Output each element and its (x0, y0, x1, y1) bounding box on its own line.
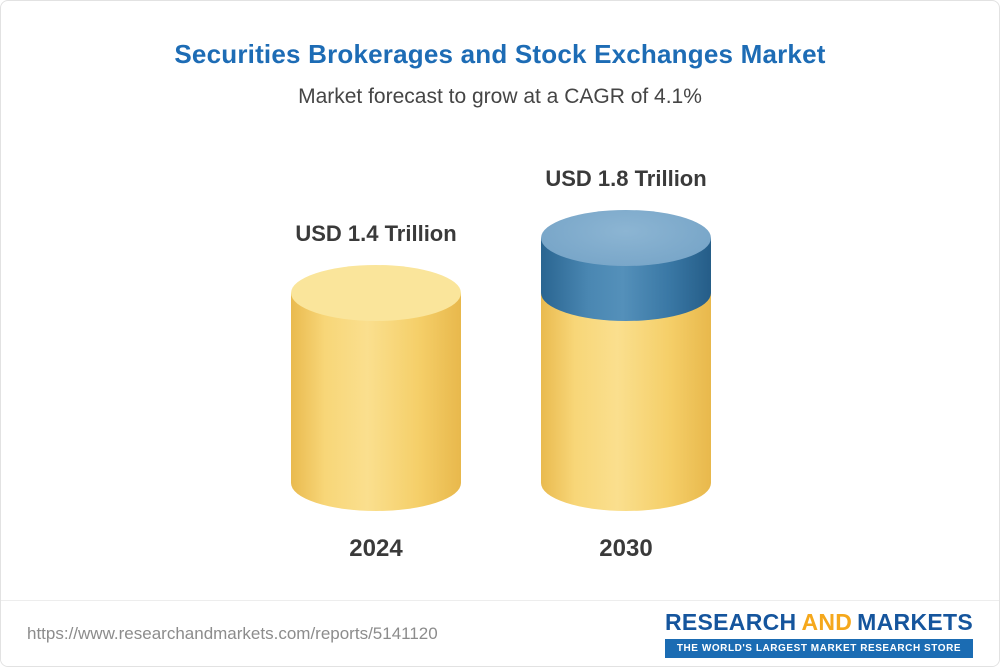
header: Securities Brokerages and Stock Exchange… (1, 1, 999, 109)
chart-title: Securities Brokerages and Stock Exchange… (174, 39, 826, 69)
value-label-2030: USD 1.8 Trillion (545, 166, 707, 192)
logo-word-and: AND (801, 609, 853, 635)
cylinder-top-ellipse (291, 264, 461, 321)
value-label-2024: USD 1.4 Trillion (295, 220, 457, 246)
cylinder-bar-2030: USD 1.8 Trillion 2030 (541, 1, 711, 666)
report-url[interactable]: https://www.researchandmarkets.com/repor… (27, 623, 438, 643)
cylinder-bar-2024: USD 1.4 Trillion 2024 (291, 1, 461, 666)
year-label-2024: 2024 (349, 535, 403, 562)
cylinder-top-ellipse (541, 210, 711, 267)
logo-word-research: RESEARCH (664, 609, 797, 635)
year-label-2030: 2030 (599, 535, 653, 562)
research-and-markets-logo: RESEARCH AND MARKETS THE WORLD'S LARGEST M… (664, 609, 973, 658)
footer: https://www.researchandmarkets.com/repor… (1, 600, 999, 666)
logo-tagline: THE WORLD'S LARGEST MARKET RESEARCH STOR… (664, 639, 973, 658)
chart-subtitle: Market forecast to grow at a CAGR of 4.1… (298, 85, 702, 108)
logo-word-markets: MARKETS (857, 609, 973, 635)
cylinder-segment-base (541, 292, 711, 511)
cylinder-segment-base (291, 292, 461, 511)
logo-wordmark: RESEARCH AND MARKETS (665, 609, 973, 636)
